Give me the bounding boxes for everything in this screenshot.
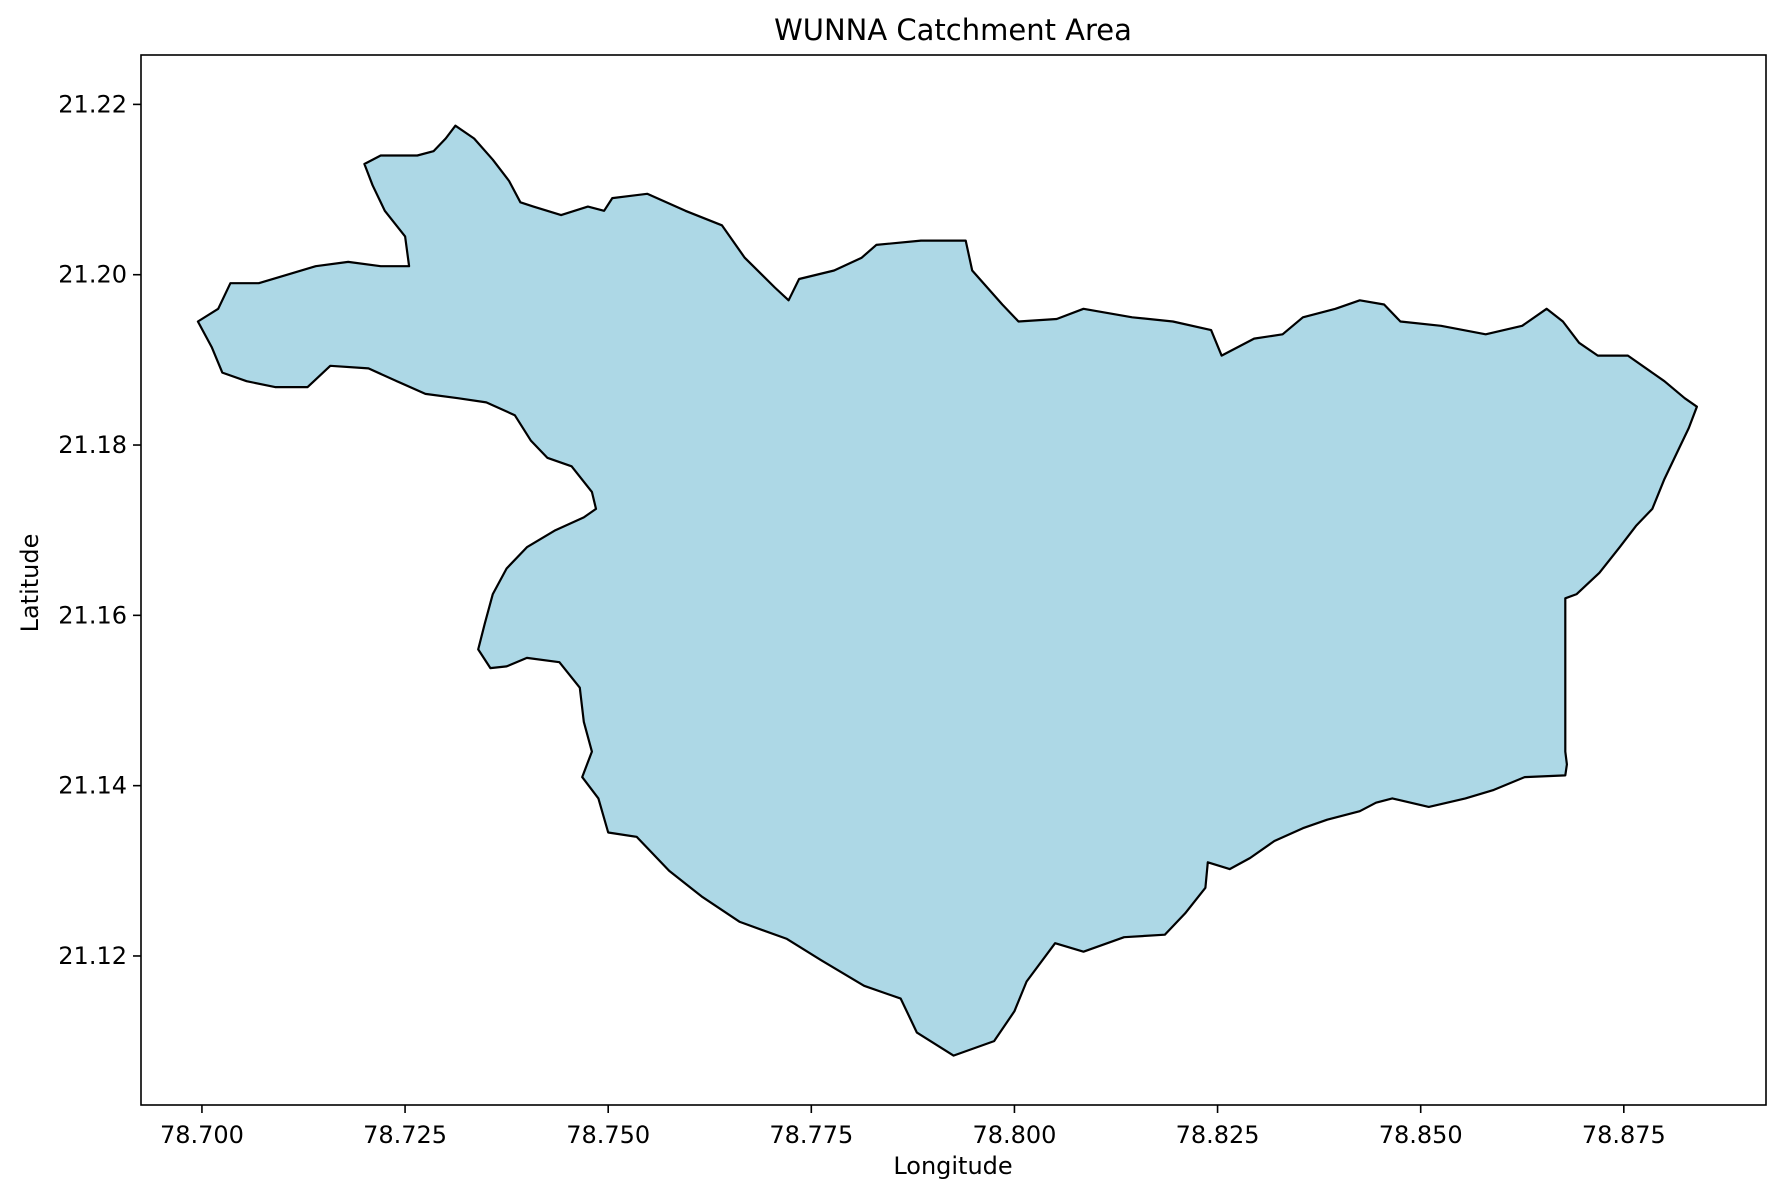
y-tick-label: 21.18: [58, 431, 127, 459]
y-tick-label: 21.12: [58, 942, 127, 970]
x-tick-label: 78.875: [1582, 1121, 1666, 1149]
x-tick-label: 78.775: [769, 1121, 853, 1149]
y-tick-label: 21.22: [58, 90, 127, 118]
plot-area: [196, 124, 1698, 1057]
x-tick-label: 78.825: [1176, 1121, 1260, 1149]
x-tick-label: 78.700: [160, 1121, 244, 1149]
chart-title: WUNNA Catchment Area: [774, 13, 1132, 47]
catchment-polygon: [196, 124, 1698, 1057]
y-tick-label: 21.16: [58, 601, 127, 629]
y-axis-label: Latitude: [16, 534, 44, 633]
y-tick-label: 21.20: [58, 261, 127, 289]
x-tick-label: 78.750: [566, 1121, 650, 1149]
x-tick-label: 78.800: [972, 1121, 1056, 1149]
x-tick-label: 78.725: [363, 1121, 447, 1149]
x-tick-label: 78.850: [1379, 1121, 1463, 1149]
x-axis-ticks: 78.700 78.725 78.750 78.775 78.800 78.825 78.8…: [160, 1105, 1666, 1149]
x-axis-label: Longitude: [893, 1152, 1012, 1180]
axes-frame: [140, 54, 1767, 1106]
y-tick-label: 21.14: [58, 772, 127, 800]
y-axis-ticks: 21.12 21.14 21.16 21.18 21.20 21.22: [58, 90, 141, 970]
